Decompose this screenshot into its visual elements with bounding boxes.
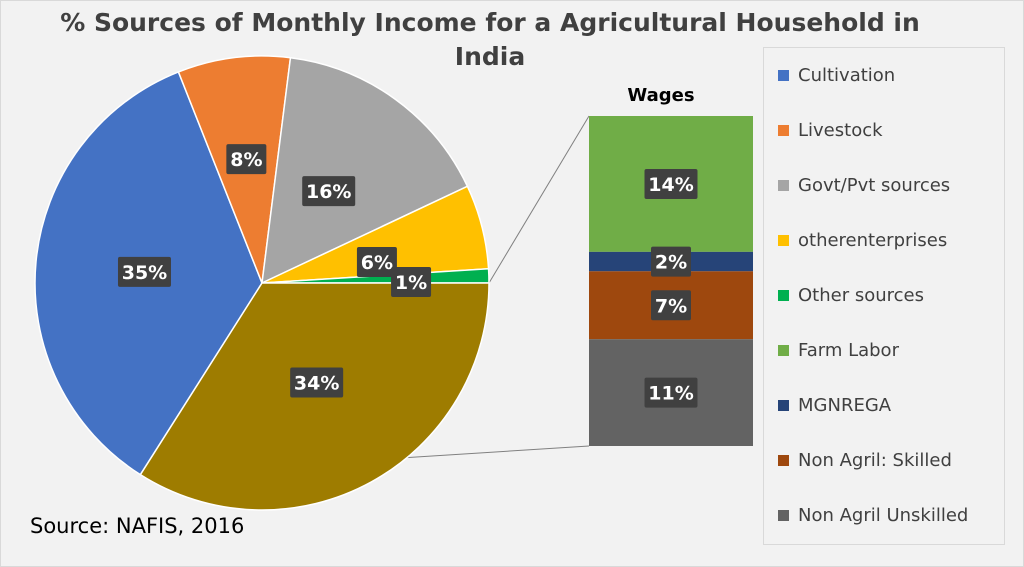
pie-wages-label: 34% (290, 367, 344, 398)
chart-title: % Sources of Monthly Income for a Agricu… (60, 8, 920, 71)
legend-swatch (778, 234, 789, 246)
pie-otherenterprises-label: 6% (356, 246, 397, 277)
legend-item-otherenterprises: otherenterprises (778, 228, 947, 252)
svg-text:2%: 2% (655, 252, 687, 274)
svg-text:6%: 6% (361, 252, 393, 274)
legend-label: Non Agril: Skilled (798, 449, 952, 471)
svg-text:7%: 7% (655, 295, 687, 317)
svg-text:8%: 8% (230, 149, 262, 171)
pie-livestock-label: 8% (226, 144, 267, 175)
svg-text:14%: 14% (648, 174, 693, 196)
wages-stacked-bar (589, 116, 753, 446)
legend-item-govt-pvt-sources: Govt/Pvt sources (778, 173, 950, 197)
bar-non-agril-skilled-label: 7% (651, 290, 691, 321)
pie-cultivation-label: 35% (117, 256, 171, 287)
legend-swatch (778, 454, 789, 466)
svg-text:34%: 34% (294, 372, 339, 394)
legend-item-mgnrega: MGNREGA (778, 393, 891, 417)
legend-item-non-agril-unskilled: Non Agril Unskilled (778, 503, 968, 527)
legend-label: MGNREGA (798, 394, 892, 416)
legend-label: Other sources (798, 284, 924, 306)
data-labels: 35% 8% 16% 6%1% 34% 14% 2% 7% 11% (117, 144, 698, 408)
svg-text:16%: 16% (306, 181, 351, 203)
source-note: Source: NAFIS, 2016 (30, 514, 245, 538)
bar-farm-labor-label: 14% (644, 168, 698, 199)
legend-item-livestock: Livestock (778, 118, 883, 142)
bar-non-agril-unskilled-label: 11% (644, 377, 698, 408)
legend-swatch (778, 69, 789, 81)
connector-line-top (488, 115, 590, 284)
legend-swatch (778, 179, 789, 191)
legend-swatch (778, 289, 789, 301)
legend-swatch (778, 124, 789, 136)
pie-other-sources-label: 1% (391, 267, 432, 298)
wages-bar-title: Wages (627, 85, 694, 106)
legend-label: Govt/Pvt sources (798, 174, 951, 196)
svg-text:35%: 35% (122, 262, 167, 284)
pie-govt-pvt-sources-label: 16% (302, 176, 356, 207)
legend-label: Farm Labor (798, 339, 899, 361)
legend-item-non-agril-skilled: Non Agril: Skilled (778, 448, 952, 472)
bar-mgnrega-label: 2% (651, 246, 691, 277)
legend-label: Cultivation (798, 64, 896, 86)
legend-swatch (778, 399, 789, 411)
legend-item-other-sources: Other sources (778, 283, 924, 307)
svg-text:11%: 11% (648, 383, 693, 405)
pie-slice-govt-pvt-sources (261, 56, 469, 285)
legend-swatch (778, 344, 789, 356)
legend: Cultivation Livestock Govt/Pvt sources othe… (763, 47, 1005, 545)
legend-item-cultivation: Cultivation (778, 63, 895, 87)
legend-swatch (778, 509, 789, 521)
svg-text:1%: 1% (395, 272, 427, 294)
legend-label: Non Agril Unskilled (798, 504, 969, 526)
legend-label: Livestock (798, 119, 883, 141)
legend-label: otherenterprises (798, 229, 948, 251)
legend-item-farm-labor: Farm Labor (778, 338, 899, 362)
